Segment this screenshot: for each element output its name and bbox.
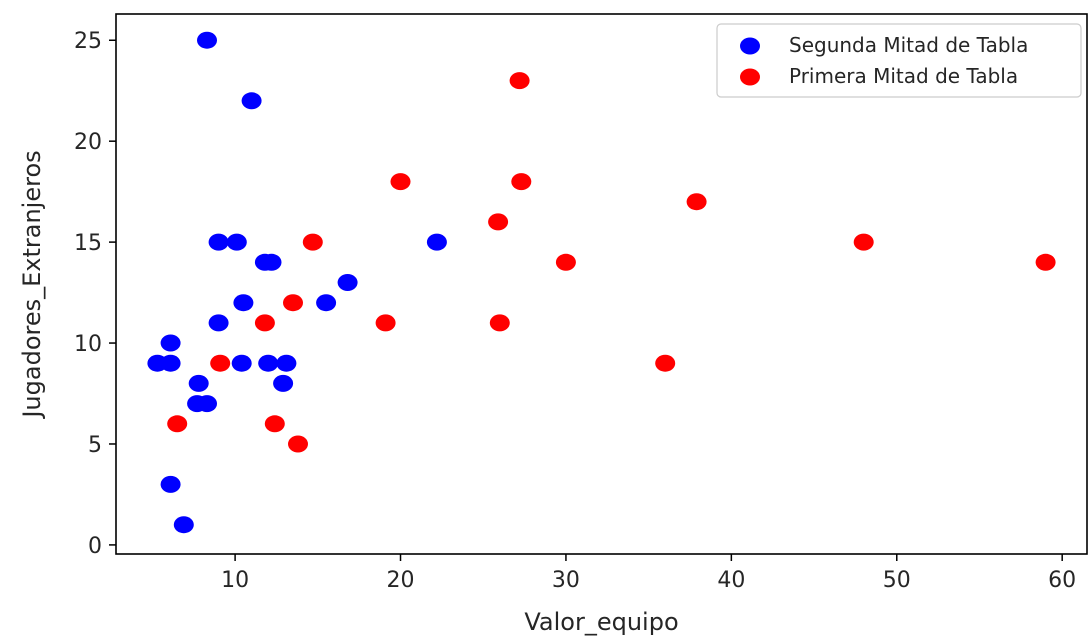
point-series-0-6 <box>261 253 282 271</box>
y-tick-label-5: 25 <box>74 29 102 54</box>
point-series-1-4 <box>488 213 509 231</box>
legend-marker-1 <box>740 68 760 86</box>
point-series-1-6 <box>853 233 874 251</box>
point-series-0-9 <box>316 294 337 312</box>
point-series-0-3 <box>208 233 229 251</box>
point-series-0-7 <box>337 274 358 291</box>
y-axis-label: Jugadores_Extranjeros <box>18 150 46 419</box>
point-series-1-0 <box>509 72 530 90</box>
point-series-1-2 <box>511 173 532 191</box>
point-series-0-10 <box>208 314 229 332</box>
x-tick-label-3: 40 <box>717 568 745 593</box>
point-series-1-10 <box>254 314 275 332</box>
point-series-0-1 <box>241 92 262 110</box>
point-series-0-11 <box>160 334 181 352</box>
point-series-0-15 <box>258 354 279 372</box>
y-tick-label-1: 5 <box>88 433 102 458</box>
point-series-1-13 <box>210 354 231 372</box>
data-points <box>147 31 1056 534</box>
y-tick-label-0: 0 <box>88 534 102 559</box>
point-series-1-9 <box>283 294 303 312</box>
point-series-0-18 <box>273 374 294 392</box>
point-series-0-13 <box>160 354 181 372</box>
x-axis-label: Valor_equipo <box>524 608 678 636</box>
axes: 10 20 30 40 50 60 0 5 10 15 20 25 <box>74 13 1088 593</box>
y-tick-label-4: 20 <box>74 130 102 155</box>
x-tick-label-1: 20 <box>387 568 415 593</box>
point-series-1-12 <box>489 314 510 332</box>
point-series-1-8 <box>1035 253 1056 271</box>
legend-marker-0 <box>740 37 760 55</box>
point-series-0-22 <box>173 516 194 534</box>
point-series-1-7 <box>555 253 576 271</box>
point-series-1-1 <box>390 173 411 191</box>
point-series-1-14 <box>655 354 676 372</box>
y-tick-label-2: 10 <box>74 332 102 357</box>
point-series-1-3 <box>686 193 707 211</box>
point-series-1-5 <box>302 233 323 251</box>
point-series-0-4 <box>226 233 247 251</box>
point-series-1-17 <box>288 435 308 453</box>
y-tick-label-3: 15 <box>74 231 102 256</box>
x-tick-label-0: 10 <box>221 568 249 593</box>
point-series-1-15 <box>167 415 188 433</box>
x-tick-label-2: 30 <box>552 568 580 593</box>
point-series-1-11 <box>375 314 396 332</box>
plot-frame <box>115 13 1088 555</box>
legend-frame <box>716 23 1082 98</box>
point-series-0-21 <box>160 475 181 493</box>
legend-label-0: Segunda Mitad de Tabla <box>789 33 1028 57</box>
legend: Segunda Mitad de Tabla Primera Mitad de T… <box>716 23 1082 98</box>
legend-label-1: Primera Mitad de Tabla <box>789 64 1018 88</box>
point-series-0-14 <box>231 354 252 372</box>
point-series-0-8 <box>233 294 254 312</box>
x-tick-label-5: 60 <box>1048 568 1076 593</box>
point-series-0-0 <box>197 31 217 49</box>
point-series-0-20 <box>197 395 217 413</box>
point-series-0-16 <box>276 354 297 372</box>
point-series-0-2 <box>426 233 447 251</box>
point-series-0-17 <box>188 374 209 392</box>
point-series-1-16 <box>264 415 285 433</box>
x-tick-label-4: 50 <box>883 568 911 593</box>
